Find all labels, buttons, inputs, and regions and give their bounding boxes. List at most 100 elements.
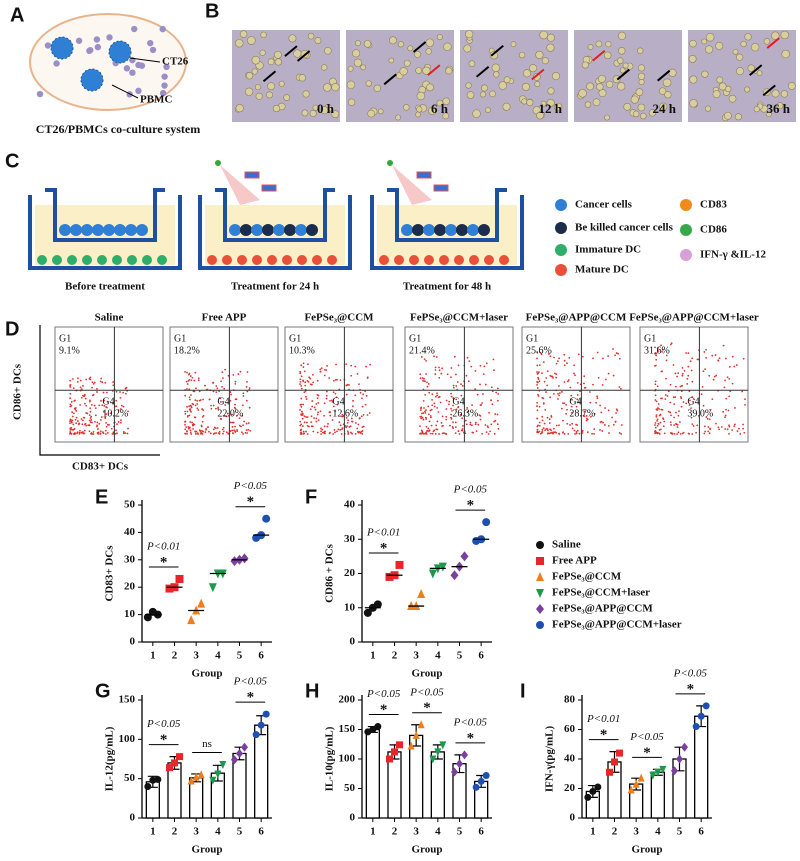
event-dot [660,397,662,400]
x-tick-label: 2 [172,650,178,662]
y-tick-label: 50 [124,499,136,511]
event-dot [440,421,443,424]
event-dot [655,400,658,403]
event-dot [332,433,335,435]
event-dot [607,355,610,357]
cell [734,113,742,121]
event-dot [127,410,129,413]
cell [635,88,644,96]
data-point [456,759,463,769]
event-dot [439,401,442,404]
event-dot [96,424,99,427]
event-dot [341,428,343,431]
event-dot [555,424,558,427]
nanoparticle [261,184,277,192]
event-dot [316,379,319,382]
event-dot [190,394,192,396]
cell [648,109,657,117]
event-dot [676,423,679,426]
event-dot [329,399,331,402]
event-dot [362,413,365,416]
event-dot [234,380,237,383]
y-tick-label: 200 [339,694,356,706]
event-dot [575,432,578,435]
event-dot [434,395,437,398]
cell [465,82,472,89]
cell [605,80,614,89]
cell [704,105,712,112]
laser-tip [215,160,221,166]
event-dot [655,352,658,355]
dc [282,255,292,265]
event-dot [656,418,659,421]
event-dot [89,407,92,410]
event-dot [88,419,91,422]
event-dot [201,408,204,410]
event-dot [438,376,441,379]
x-tick-label: 4 [435,826,441,838]
event-dot [451,409,453,412]
event-dot [427,405,430,408]
gate-value: 21.4% [409,345,435,356]
cancer-cell [103,224,115,236]
event-dot [461,385,464,387]
event-dot [731,355,734,358]
event-dot [455,385,458,387]
event-dot [231,429,234,432]
event-dot [190,410,192,413]
dc [207,255,217,265]
pbmc [106,34,113,41]
event-dot [419,409,422,412]
event-dot [722,410,725,413]
x-tick-label: 6 [698,826,704,838]
event-dot [563,359,566,362]
event-dot [612,374,615,377]
p-value: P<0.01 [586,713,620,725]
cell [267,82,276,91]
data-point [257,721,265,729]
event-dot [305,416,308,418]
arrow [262,70,277,83]
cell [765,111,772,118]
x-axis-label: Group [192,668,223,680]
significance: * [160,554,168,570]
event-dot [569,424,571,426]
cell [535,50,544,60]
event-dot [578,432,581,435]
cell [688,54,697,63]
event-dot [213,432,216,435]
event-dot [359,391,362,394]
event-dot [364,403,367,406]
data-point [536,621,544,629]
cancer-cell [70,224,82,236]
bar [650,771,665,819]
event-dot [573,364,576,367]
event-dot [678,421,681,423]
event-dot [419,373,422,376]
event-dot [125,392,127,395]
data-point [477,777,485,785]
data-point [589,787,597,795]
cell [479,91,487,98]
event-dot [669,401,672,404]
event-dot [311,425,314,428]
event-dot [690,369,693,372]
killed-cell [423,224,435,236]
event-dot [217,407,220,410]
event-dot [69,432,71,435]
event-dot [583,386,586,389]
cell [388,57,395,64]
event-dot [301,414,304,416]
event-dot [362,425,365,428]
event-dot [234,425,236,428]
event-dot [464,419,467,422]
cell [747,64,755,72]
arrow [762,84,776,97]
event-dot [563,432,566,435]
event-dot [673,403,676,406]
event-dot [711,398,714,401]
cell [510,41,517,48]
y-tick-label: 100 [339,753,356,765]
event-dot [673,416,676,419]
event-dot [85,424,88,427]
